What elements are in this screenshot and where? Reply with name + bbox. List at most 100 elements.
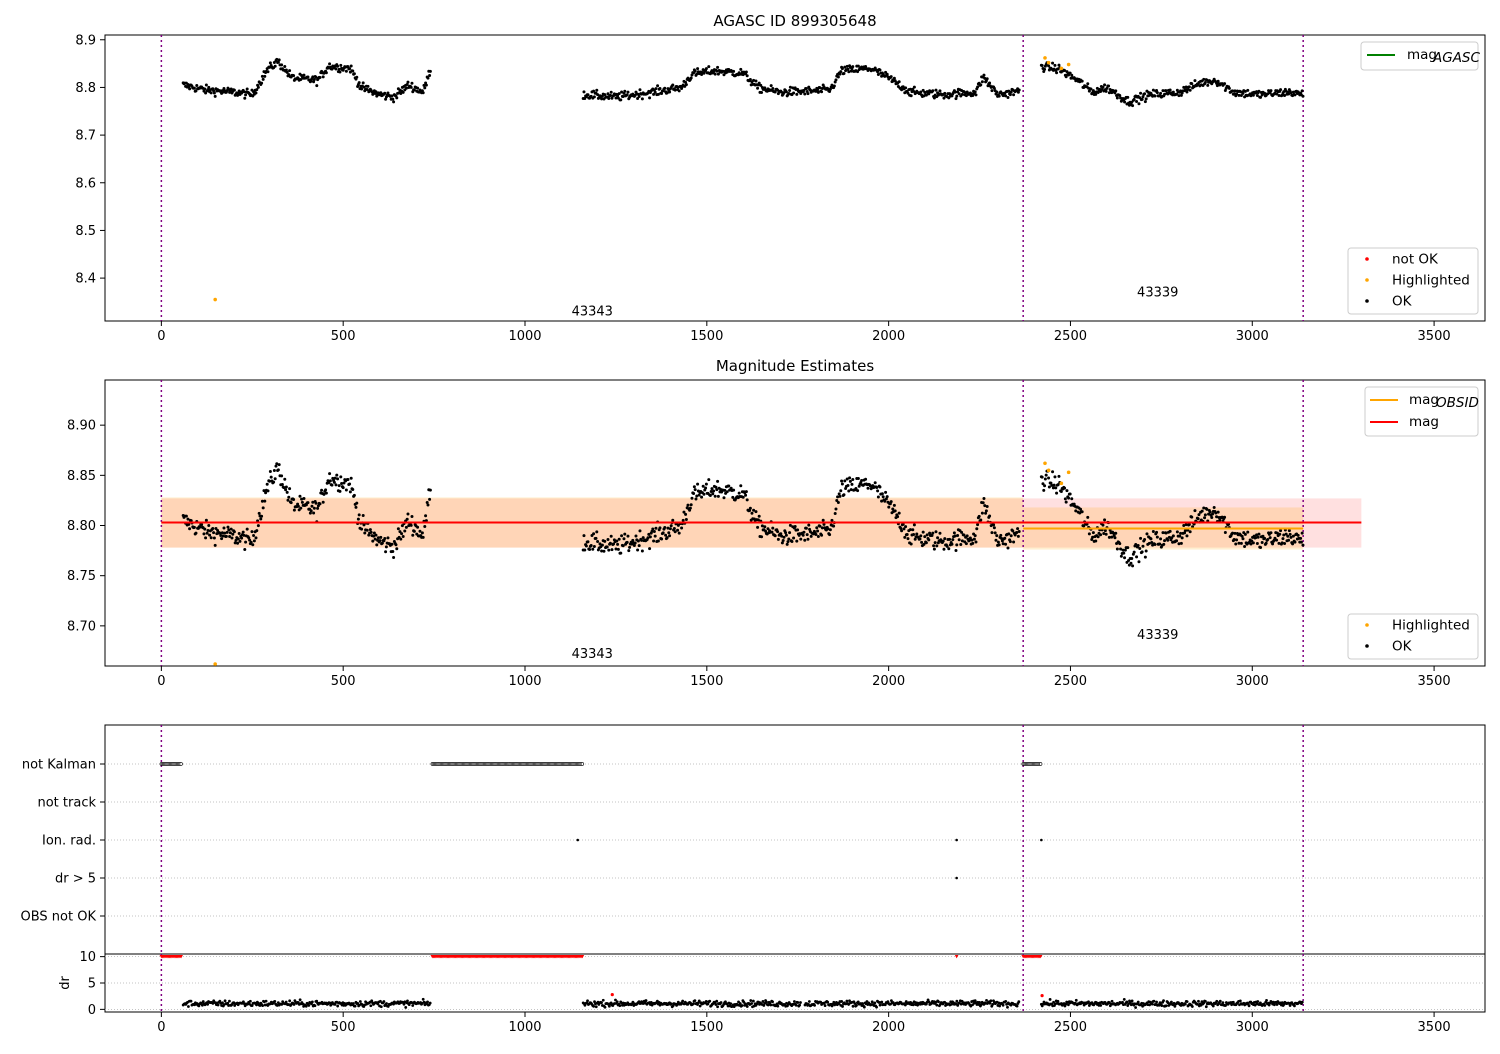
dr-point	[310, 1000, 314, 1004]
ok-point	[1235, 92, 1239, 96]
ok-point	[924, 541, 928, 545]
dr-point	[206, 1002, 210, 1006]
ok-point	[881, 495, 885, 499]
legend-box	[1347, 613, 1479, 660]
ok-point	[997, 94, 1001, 98]
ok-point	[663, 86, 667, 90]
ok-point	[603, 93, 607, 97]
ok-point	[665, 536, 669, 540]
ok-point	[260, 74, 264, 78]
ok-point	[391, 550, 395, 554]
ok-point	[1263, 536, 1267, 540]
ok-point	[912, 85, 916, 89]
ok-point	[404, 525, 408, 529]
ok-point	[223, 531, 227, 535]
ok-point	[976, 85, 980, 89]
ok-point	[689, 76, 693, 80]
ok-point	[830, 518, 834, 522]
ok-point	[988, 81, 992, 85]
ok-point	[204, 83, 208, 87]
ok-point	[1065, 489, 1069, 493]
ok-point	[690, 496, 694, 500]
x-tick-label: 500	[331, 674, 356, 689]
ok-point	[609, 534, 613, 538]
ok-point	[1140, 97, 1144, 101]
dr-point	[386, 1005, 390, 1008]
ok-point	[1200, 509, 1204, 513]
ok-point	[600, 543, 604, 547]
dr-point	[402, 1002, 406, 1006]
dr-point	[187, 1005, 190, 1008]
ok-point	[960, 539, 964, 543]
ok-point	[328, 472, 332, 476]
ok-point	[1232, 538, 1236, 542]
ok-point	[426, 503, 430, 507]
dr-point	[1293, 1004, 1296, 1008]
ok-point	[1158, 542, 1162, 546]
ok-point	[1047, 64, 1051, 68]
dr-point	[751, 999, 755, 1003]
ok-point	[260, 514, 264, 518]
ok-point	[1119, 547, 1123, 551]
ok-point	[672, 526, 676, 530]
ok-point	[834, 78, 838, 82]
ok-point	[409, 85, 413, 89]
ok-point	[1167, 535, 1171, 539]
ok-point	[866, 486, 870, 490]
y-tick-label: 10	[79, 950, 96, 965]
ok-point	[693, 488, 697, 492]
ok-point	[981, 501, 985, 505]
ok-point	[1007, 89, 1011, 93]
ok-point	[320, 488, 324, 492]
ok-point	[374, 90, 378, 94]
y-tick-label: 8.80	[67, 519, 96, 534]
ok-point	[1053, 63, 1057, 67]
ok-point	[184, 514, 188, 518]
ok-point	[428, 69, 432, 73]
ok-point	[273, 64, 277, 68]
ok-point	[752, 508, 756, 512]
ok-point	[1064, 500, 1068, 504]
ok-point	[648, 96, 652, 100]
legend-label: mag	[1409, 392, 1439, 408]
ok-point	[955, 543, 959, 547]
dr-point	[1001, 1003, 1005, 1007]
ok-point	[266, 489, 270, 493]
ok-point	[1129, 561, 1133, 565]
ok-point	[1119, 554, 1123, 558]
ok-point	[822, 522, 826, 526]
ok-point	[760, 90, 764, 94]
y-tick-label: dr > 5	[55, 872, 96, 887]
ok-point	[1067, 496, 1071, 500]
ok-point	[1266, 92, 1270, 96]
dr-point	[223, 999, 227, 1003]
ok-point	[636, 548, 640, 552]
ok-point	[787, 537, 791, 541]
dr-point	[304, 1004, 308, 1008]
ok-point	[727, 484, 731, 488]
ok-point	[1300, 89, 1304, 93]
ok-point	[731, 495, 735, 499]
x-tick-label: 500	[331, 329, 356, 344]
ok-point	[713, 494, 717, 498]
ok-point	[876, 489, 880, 493]
ok-point	[360, 87, 364, 91]
ok-point	[843, 479, 847, 483]
legend-label: OK	[1392, 639, 1413, 655]
ok-point	[1042, 488, 1046, 492]
ok-point	[212, 536, 216, 540]
dr-point	[762, 1004, 766, 1007]
ok-point	[379, 535, 383, 539]
dr-point	[315, 999, 319, 1003]
ok-point	[1041, 482, 1045, 486]
ok-point	[704, 486, 708, 490]
ok-point	[814, 532, 818, 536]
ok-point	[876, 72, 880, 76]
ok-point	[904, 525, 908, 529]
ok-point	[1150, 541, 1154, 545]
x-tick-label: 1000	[508, 329, 541, 344]
highlighted-point	[1066, 62, 1071, 67]
ok-point	[1188, 530, 1192, 534]
ok-point	[847, 70, 851, 74]
